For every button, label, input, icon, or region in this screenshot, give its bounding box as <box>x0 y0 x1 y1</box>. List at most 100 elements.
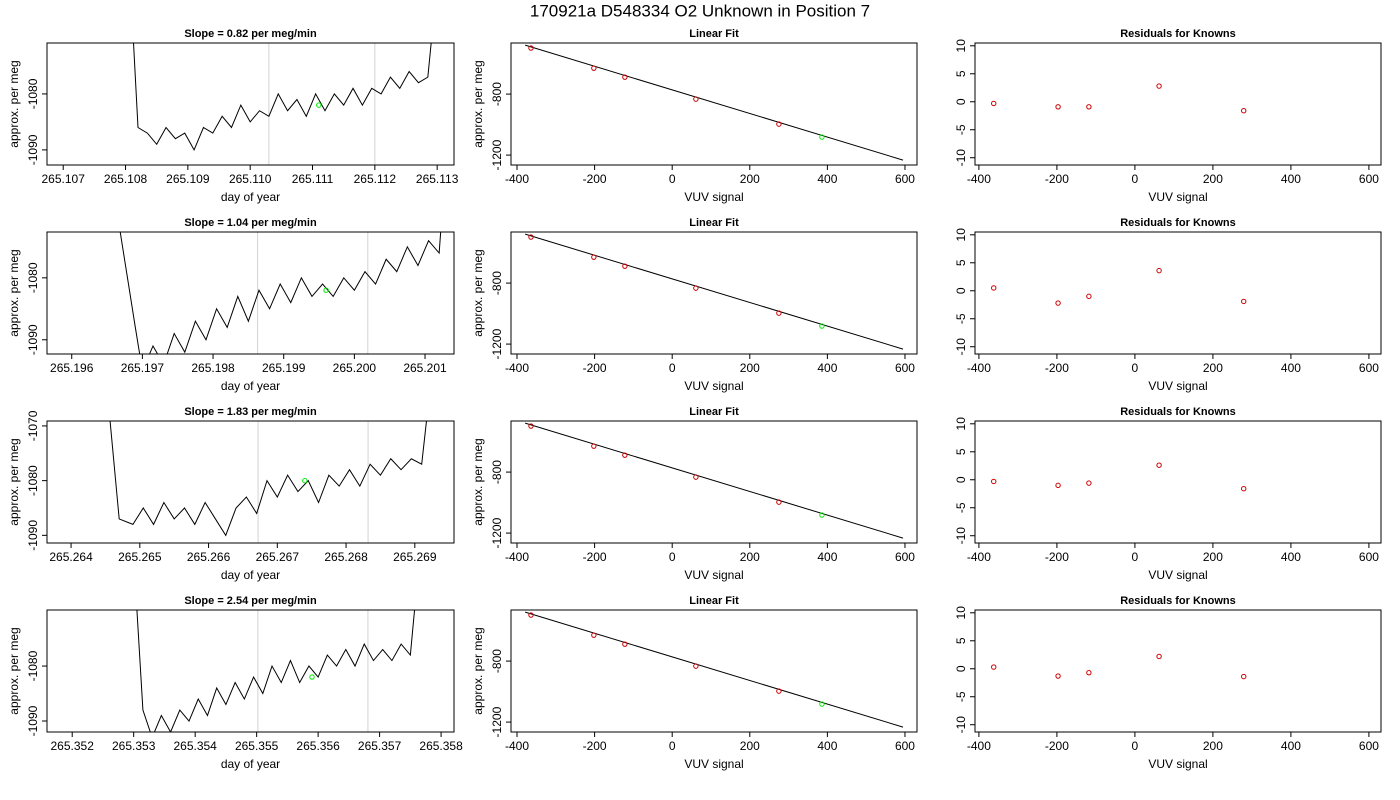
y-tick-label: -1200 <box>490 139 504 170</box>
panel-title: Slope = 0.82 per meg/min <box>184 28 317 40</box>
x-tick-label: -200 <box>1045 172 1069 186</box>
x-tick-label: 265.196 <box>50 361 94 375</box>
data-point <box>693 663 699 669</box>
x-tick-label: 265.112 <box>354 172 397 186</box>
data-point <box>1241 298 1247 305</box>
x-tick-label: -200 <box>1045 739 1069 753</box>
x-tick-label: 265.358 <box>419 739 463 753</box>
x-tick-label: 265.264 <box>49 550 93 564</box>
plot-frame <box>510 231 918 355</box>
x-tick-label: 400 <box>817 739 837 753</box>
y-tick-label: -800 <box>490 271 504 295</box>
x-tick-label: -200 <box>1045 550 1069 564</box>
data-line <box>109 421 427 537</box>
x-axis-label: VUV signal <box>1148 757 1207 771</box>
x-tick-label: -400 <box>967 361 991 375</box>
plot-area <box>525 44 904 161</box>
data-point <box>1241 673 1247 680</box>
data-line <box>525 611 904 728</box>
y-tick-label: -5 <box>954 313 968 324</box>
y-tick-label: 5 <box>954 448 968 455</box>
data-point <box>819 134 825 140</box>
x-axis-label: VUV signal <box>1148 379 1207 393</box>
x-tick-label: 265.109 <box>166 172 210 186</box>
data-point <box>1055 104 1061 110</box>
x-axis-label: VUV signal <box>684 190 743 204</box>
y-axis-label: approx. per meg <box>471 60 485 147</box>
plot-frame <box>974 42 1382 166</box>
panel-title: Residuals for Knowns <box>1120 217 1236 229</box>
data-point <box>693 285 699 291</box>
data-point <box>991 285 997 291</box>
x-tick-label: 400 <box>817 172 837 186</box>
x-tick-label: 265.200 <box>333 361 377 375</box>
plot-area <box>109 421 427 543</box>
data-line <box>133 43 432 152</box>
x-tick-label: -400 <box>505 550 529 564</box>
x-tick-label: 265.266 <box>187 550 231 564</box>
x-axis-label: VUV signal <box>684 757 743 771</box>
data-point <box>622 74 628 80</box>
x-tick-label: 265.267 <box>256 550 300 564</box>
x-tick-label: 265.265 <box>118 550 162 564</box>
x-tick-label: -200 <box>583 739 607 753</box>
data-point <box>591 65 597 71</box>
y-tick-label: -5 <box>954 124 968 135</box>
x-tick-label: 600 <box>895 739 915 753</box>
x-axis-label: VUV signal <box>1148 190 1207 204</box>
x-tick-label: 0 <box>669 361 676 375</box>
data-point <box>528 612 534 618</box>
x-tick-label: 600 <box>895 550 915 564</box>
data-point <box>622 263 628 269</box>
x-tick-label: 400 <box>817 361 837 375</box>
y-axis-label: approx. per meg <box>471 438 485 525</box>
plot-frame <box>510 609 918 733</box>
x-tick-label: 265.110 <box>229 172 272 186</box>
data-line <box>136 610 416 732</box>
x-tick-label: 200 <box>1203 550 1223 564</box>
figure-title: 170921a D548334 O2 Unknown in Position 7 <box>530 1 870 20</box>
x-axis-label: VUV signal <box>1148 568 1207 582</box>
x-tick-label: 0 <box>1132 550 1139 564</box>
x-tick-label: 0 <box>1132 361 1139 375</box>
x-tick-label: 265.199 <box>262 361 306 375</box>
data-point <box>302 477 308 484</box>
x-tick-label: 265.352 <box>51 739 95 753</box>
plot-frame <box>974 420 1382 544</box>
y-tick-label: 5 <box>954 70 968 77</box>
y-tick-label: -1080 <box>26 78 40 109</box>
data-line <box>525 233 904 350</box>
data-line <box>119 232 442 354</box>
data-point <box>776 688 782 694</box>
data-point <box>622 641 628 647</box>
y-tick-label: -800 <box>490 460 504 484</box>
panel-title: Linear Fit <box>689 217 739 229</box>
x-axis-label: day of year <box>221 568 280 582</box>
x-tick-label: 200 <box>740 172 760 186</box>
y-tick-label: -1070 <box>26 410 40 441</box>
x-tick-label: -400 <box>505 361 529 375</box>
y-tick-label: -10 <box>954 149 968 167</box>
y-tick-label: -10 <box>954 527 968 545</box>
panel-title: Residuals for Knowns <box>1120 595 1236 607</box>
data-point <box>1055 673 1061 679</box>
data-point <box>776 121 782 127</box>
plot-area <box>525 422 904 539</box>
x-axis-label: VUV signal <box>684 379 743 393</box>
x-tick-label: 265.353 <box>112 739 156 753</box>
plot-area <box>136 610 416 732</box>
y-tick-label: -10 <box>954 338 968 356</box>
plot-frame <box>46 609 455 733</box>
data-point <box>1086 293 1092 300</box>
data-point <box>819 701 825 707</box>
y-tick-label: -5 <box>954 691 968 702</box>
x-tick-label: 200 <box>740 361 760 375</box>
x-tick-label: 600 <box>895 361 915 375</box>
y-tick-label: 10 <box>954 606 968 620</box>
y-axis-label: approx. per meg <box>7 249 21 336</box>
y-tick-label: -1080 <box>26 650 40 681</box>
data-point <box>1086 669 1092 676</box>
data-point <box>776 310 782 316</box>
y-tick-label: -800 <box>490 82 504 106</box>
x-tick-label: -400 <box>505 739 529 753</box>
